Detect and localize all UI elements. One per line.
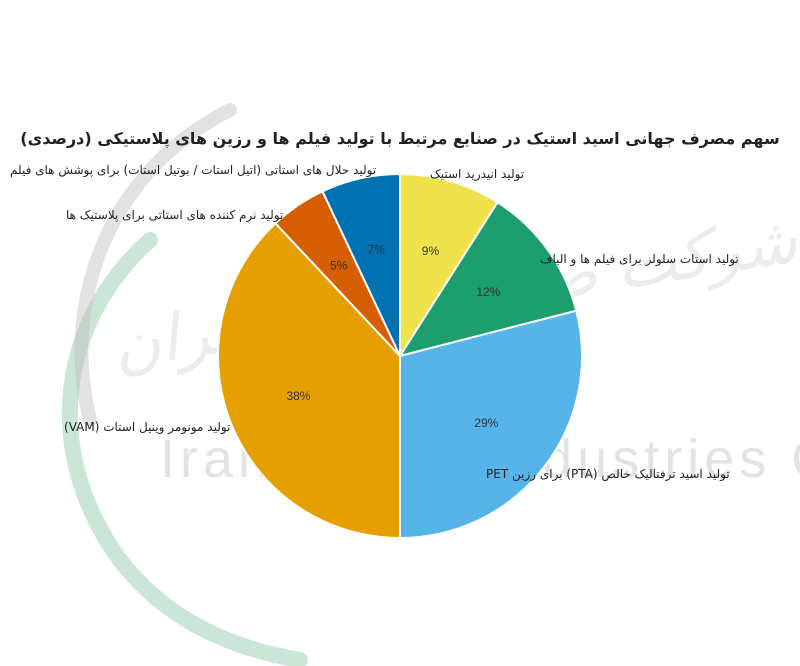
pie-slice-5 bbox=[321, 172, 401, 357]
pie-slice-value-0: 9% bbox=[422, 244, 440, 258]
slice-label-plasticizers: تولید نرم کننده های استاتی برای پلاستیک … bbox=[66, 208, 284, 222]
pie-slice-3 bbox=[217, 221, 401, 540]
pie-slice-value-4: 5% bbox=[330, 259, 348, 273]
slice-label-pta: تولید اسید ترفتالیک خالص (PTA) برای رزین… bbox=[486, 467, 730, 481]
pie-slice-value-1: 12% bbox=[476, 285, 500, 299]
watermark-arc-grey bbox=[74, 103, 237, 427]
slice-label-anhydride: تولید انیدرید استیک bbox=[430, 167, 525, 181]
pie-slice-2 bbox=[399, 309, 583, 540]
pie-slice-value-2: 29% bbox=[474, 416, 498, 430]
slice-label-solvents: تولید حلال های استاتی (اتیل استات / بوتی… bbox=[10, 163, 377, 177]
pie-slice-0 bbox=[399, 172, 499, 360]
pie-slice-1 bbox=[397, 200, 578, 358]
slice-label-vam: تولید مونومر وینیل استات (VAM) bbox=[64, 420, 231, 434]
chart-title: سهم مصرف جهانی اسید استیک در صنایع مرتبط… bbox=[20, 129, 780, 148]
pie-slice-value-3: 38% bbox=[286, 389, 310, 403]
pie-slice-value-5: 7% bbox=[368, 242, 386, 256]
slice-label-cellulose-acetate: تولید استات سلولز برای فیلم ها و الیاف bbox=[540, 252, 739, 266]
watermark-arc-green bbox=[62, 232, 308, 666]
